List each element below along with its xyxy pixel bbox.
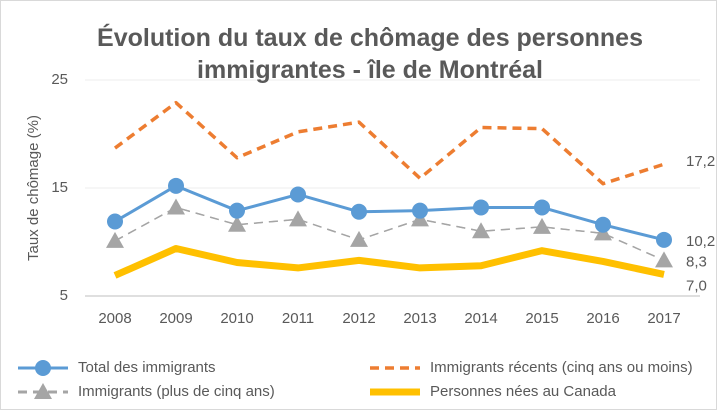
x-tick-label: 2017: [647, 310, 680, 327]
legend-label: Immigrants (plus de cinq ans): [78, 383, 275, 400]
point: [412, 202, 428, 219]
y-tick-label: 5: [60, 287, 68, 304]
point: [656, 231, 672, 248]
point: [655, 251, 673, 268]
series-line: [113, 244, 665, 279]
point: [35, 360, 51, 376]
point: [229, 202, 245, 219]
x-tick-label: 2011: [282, 310, 314, 327]
point: [168, 177, 184, 194]
point: [534, 199, 550, 216]
point: [106, 231, 124, 248]
data-label: 10,2: [686, 233, 715, 250]
x-tick-label: 2016: [586, 310, 619, 327]
point: [34, 383, 52, 399]
x-tick-label: 2015: [525, 310, 558, 327]
point: [472, 222, 490, 239]
data-label: 8,3: [686, 253, 707, 270]
point: [595, 216, 611, 233]
x-tick-label: 2014: [464, 310, 497, 327]
data-label: 7,0: [686, 277, 707, 294]
point: [107, 213, 123, 230]
series-line: [114, 206, 665, 262]
x-tick-label: 2008: [98, 310, 131, 327]
x-tick-label: 2009: [159, 310, 192, 327]
point: [351, 203, 367, 220]
x-tick-label: 2013: [403, 310, 436, 327]
x-tick-label: 2010: [220, 310, 253, 327]
y-tick-label: 25: [51, 71, 68, 88]
point: [228, 215, 246, 232]
point: [350, 230, 368, 247]
legend-label: Personnes nées au Canada: [430, 383, 617, 400]
y-axis-label: Taux de chômage (%): [25, 115, 42, 261]
series-line: [114, 184, 665, 242]
chart-title: Évolution du taux de chômage des personn…: [97, 24, 643, 84]
point: [533, 217, 551, 234]
point: [473, 199, 489, 216]
y-tick-label: 15: [51, 179, 68, 196]
legend-label: Immigrants récents (cinq ans ou moins): [430, 359, 693, 376]
point: [290, 186, 306, 203]
data-label: 17,2: [686, 153, 715, 170]
legend-label: Total des immigrants: [78, 359, 216, 376]
point: [289, 210, 307, 227]
point: [167, 198, 185, 215]
x-tick-label: 2012: [342, 310, 375, 327]
series-line: [113, 100, 665, 186]
